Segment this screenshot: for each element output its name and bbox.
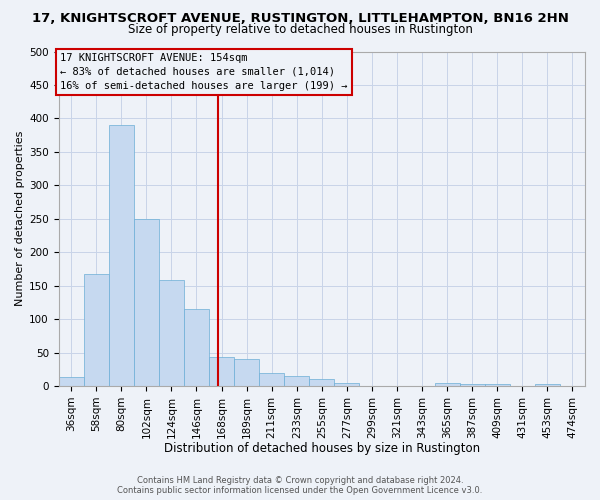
Bar: [460, 384, 485, 386]
Bar: [109, 125, 134, 386]
Bar: [234, 359, 259, 386]
Bar: [485, 384, 510, 386]
Bar: [334, 382, 359, 386]
Bar: [259, 372, 284, 386]
Bar: [134, 218, 159, 386]
Text: Size of property relative to detached houses in Rustington: Size of property relative to detached ho…: [128, 24, 472, 36]
Bar: [284, 376, 309, 386]
Bar: [209, 356, 234, 386]
X-axis label: Distribution of detached houses by size in Rustington: Distribution of detached houses by size …: [164, 442, 480, 455]
Text: 17, KNIGHTSCROFT AVENUE, RUSTINGTON, LITTLEHAMPTON, BN16 2HN: 17, KNIGHTSCROFT AVENUE, RUSTINGTON, LIT…: [32, 12, 568, 26]
Y-axis label: Number of detached properties: Number of detached properties: [15, 131, 25, 306]
Bar: [159, 280, 184, 386]
Text: 17 KNIGHTSCROFT AVENUE: 154sqm
← 83% of detached houses are smaller (1,014)
16% : 17 KNIGHTSCROFT AVENUE: 154sqm ← 83% of …: [60, 53, 347, 91]
Bar: [434, 382, 460, 386]
Bar: [535, 384, 560, 386]
Bar: [59, 378, 84, 386]
Bar: [309, 380, 334, 386]
Bar: [84, 274, 109, 386]
Bar: [184, 309, 209, 386]
Text: Contains HM Land Registry data © Crown copyright and database right 2024.
Contai: Contains HM Land Registry data © Crown c…: [118, 476, 482, 495]
